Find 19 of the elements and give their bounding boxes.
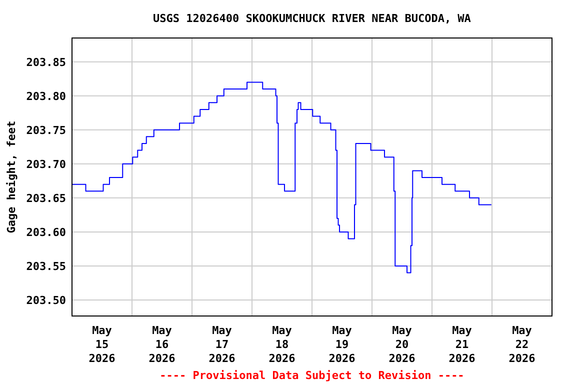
y-tick-label: 203.60 bbox=[26, 226, 66, 239]
y-tick-label: 203.70 bbox=[26, 158, 66, 171]
x-tick-label: May 19 2026 bbox=[328, 324, 356, 365]
x-tick-label: May 16 2026 bbox=[148, 324, 176, 365]
text: ---- Provisional Data Subject to Revision ---- bbox=[160, 369, 464, 382]
y-tick-label: 203.65 bbox=[26, 192, 66, 205]
x-tick-label: May 20 2026 bbox=[388, 324, 416, 365]
x-tick-label: May 21 2026 bbox=[448, 324, 476, 365]
y-tick-label: 203.50 bbox=[26, 294, 66, 308]
y-axis-title: Gage height, feet bbox=[5, 120, 18, 234]
y-tick-label: 203.85 bbox=[26, 56, 66, 69]
x-tick-label: May 15 2026 bbox=[88, 324, 116, 365]
x-tick-label: May 18 2026 bbox=[268, 324, 296, 365]
y-tick-label: 203.80 bbox=[26, 90, 66, 103]
y-tick-label: 203.75 bbox=[26, 124, 66, 137]
y-tick-label: 203.55 bbox=[26, 260, 66, 273]
x-tick-label: May 17 2026 bbox=[208, 324, 236, 365]
chart-title: USGS 12026400 SKOOKUMCHUCK RIVER NEAR BUCODA, WA bbox=[153, 12, 472, 25]
x-tick-label: May 22 2026 bbox=[508, 324, 536, 365]
